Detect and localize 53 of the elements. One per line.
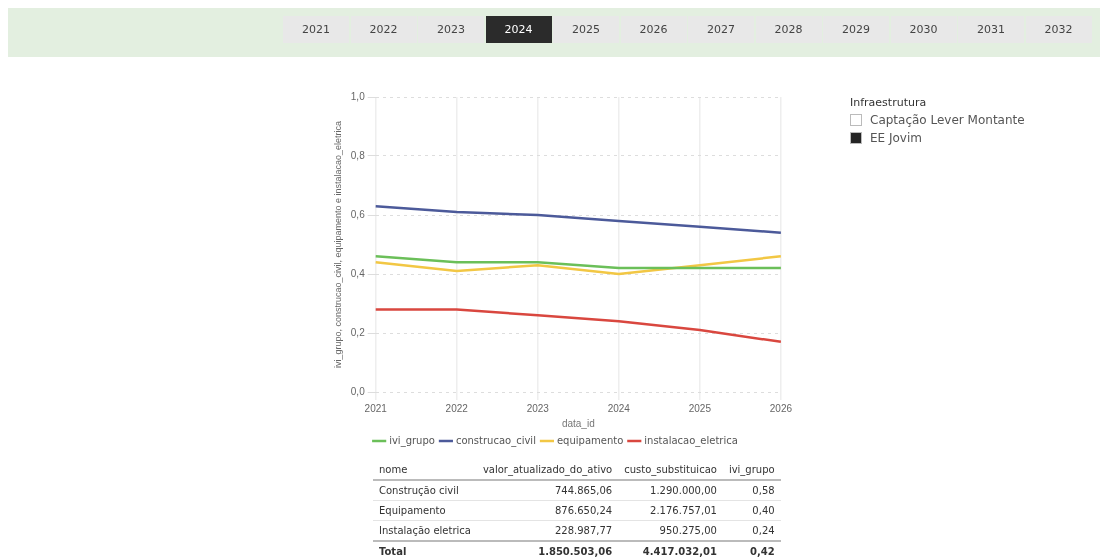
x-axis-title: data_id xyxy=(561,417,595,429)
legend-label: instalacao_eletrica xyxy=(644,434,738,447)
x-tick-label: 2021 xyxy=(364,402,388,414)
y-tick-label: 1,0 xyxy=(350,90,366,102)
text: 4.417.032,01 xyxy=(618,541,723,560)
text: 0,58 xyxy=(722,480,781,501)
year-button[interactable]: 2024 xyxy=(485,16,552,43)
year-button[interactable]: 2031 xyxy=(958,16,1024,43)
x-tick-label: 2025 xyxy=(688,402,712,414)
text: 1.850.503,06 xyxy=(476,541,619,560)
category-label: valor_atualizado_do_ativo xyxy=(476,460,619,480)
text: Equipamento xyxy=(373,500,477,521)
text: Construção civil xyxy=(373,480,477,501)
text: 950.275,00 xyxy=(618,520,723,541)
y-tick-label: 0,4 xyxy=(350,267,366,279)
year-button[interactable]: 2025 xyxy=(553,16,619,43)
text: 1.290.000,00 xyxy=(618,480,723,501)
text: Instalação eletrica xyxy=(373,520,477,541)
category-label: EE Jovim xyxy=(870,131,922,145)
x-tick-label: 2022 xyxy=(445,402,469,414)
year-button[interactable]: 2032 xyxy=(1025,16,1092,43)
text: 2.176.757,01 xyxy=(618,500,723,521)
category-label: nome xyxy=(373,460,477,480)
x-tick-label: 2023 xyxy=(526,402,550,414)
text: 0,24 xyxy=(722,520,781,541)
year-button[interactable]: 2027 xyxy=(688,16,754,43)
x-tick-label: 2024 xyxy=(607,402,631,414)
text: 0,42 xyxy=(722,541,781,560)
text: 228.987,77 xyxy=(476,520,619,541)
text: 744.865,06 xyxy=(476,480,619,501)
year-button[interactable]: 2021 xyxy=(283,16,349,43)
text: Total xyxy=(373,541,477,560)
y-tick-label: 0,6 xyxy=(350,208,366,220)
year-button[interactable]: 2028 xyxy=(755,16,822,43)
legend-label: ivi_grupo xyxy=(389,434,435,447)
y-tick-label: 0,2 xyxy=(350,326,366,338)
category-label: ivi_grupo xyxy=(722,460,781,480)
text: 876.650,24 xyxy=(476,500,619,521)
y-axis-title: ivi_grupo, construcao_civil, equipamento e instalacao_eletrica xyxy=(332,120,343,369)
legend-title: Infraestrutura xyxy=(850,96,928,109)
category-label: custo_substituicao xyxy=(618,460,723,480)
year-button[interactable]: 2023 xyxy=(418,16,484,43)
y-tick-label: 0,0 xyxy=(350,385,366,397)
year-button[interactable]: 2022 xyxy=(350,16,417,43)
year-button[interactable]: 2026 xyxy=(620,16,687,43)
year-button[interactable]: 2029 xyxy=(823,16,889,43)
legend-label: equipamento xyxy=(556,434,624,446)
legend-label: construcao_civil xyxy=(455,434,536,447)
x-tick-label: 2026 xyxy=(769,402,793,414)
text: 0,40 xyxy=(722,500,781,521)
y-tick-label: 0,8 xyxy=(350,149,366,161)
category-label: Captação Lever Montante xyxy=(870,113,1025,127)
year-button[interactable]: 2030 xyxy=(890,16,957,43)
